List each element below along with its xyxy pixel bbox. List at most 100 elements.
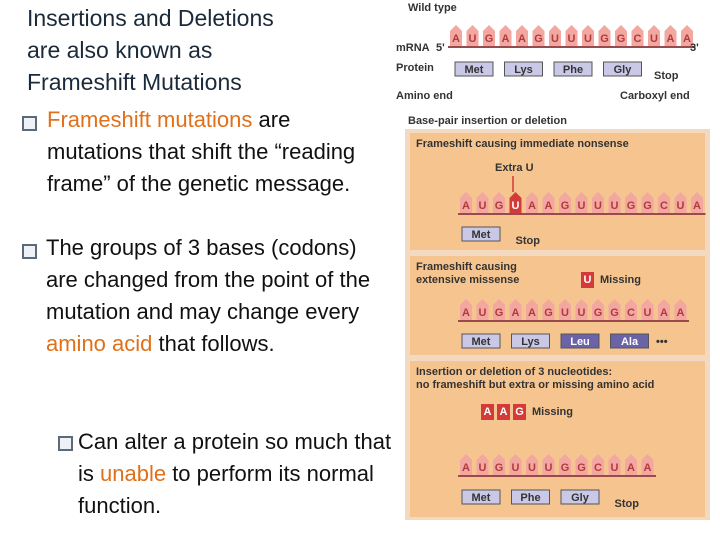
- base-tooth: [625, 192, 637, 213]
- amino-acid: Lys: [514, 64, 533, 76]
- base-tooth: [691, 192, 703, 213]
- base: U: [568, 33, 576, 45]
- base-tooth: [542, 192, 555, 213]
- base: G: [495, 462, 504, 474]
- changed-base: [481, 404, 494, 420]
- base-tooth: [526, 454, 538, 475]
- base: C: [627, 307, 635, 319]
- panel-title: no frameshift but extra or missing amino…: [416, 379, 654, 391]
- base-tooth: [509, 454, 522, 475]
- base: A: [545, 200, 553, 212]
- base-tooth: [674, 192, 687, 213]
- base: U: [561, 307, 569, 319]
- panel: [410, 361, 705, 517]
- amino-acid: Ala: [621, 336, 639, 348]
- base: U: [528, 462, 536, 474]
- base: A: [502, 33, 510, 45]
- base-tooth: [674, 299, 687, 320]
- bullet: The groups of 3 bases (codons) are chang…: [46, 232, 386, 360]
- base-tooth: [641, 192, 654, 213]
- panel-title: extensive missense: [416, 274, 519, 286]
- amino-acid: Lys: [521, 336, 540, 348]
- text-segment: that follows.: [152, 331, 275, 356]
- text-segment: to perform its normal function.: [78, 461, 374, 518]
- panel-title: Frameshift causing: [416, 261, 517, 273]
- base: A: [462, 462, 470, 474]
- base: U: [512, 200, 520, 212]
- base-tooth: [615, 25, 627, 46]
- base: C: [594, 462, 602, 474]
- label: mRNA: [396, 42, 430, 54]
- amino-acid-box: [511, 489, 550, 505]
- title-line: are also known as: [27, 37, 213, 63]
- base-tooth: [516, 25, 528, 46]
- changed-base-label: A: [484, 406, 492, 418]
- base: U: [479, 307, 487, 319]
- base-tooth: [549, 25, 561, 46]
- base: G: [485, 33, 494, 45]
- base-tooth: [526, 192, 538, 213]
- base-tooth: [450, 25, 462, 46]
- base-tooth: [532, 25, 545, 46]
- base-tooth: [658, 299, 670, 320]
- continuation: •••: [656, 336, 668, 348]
- label: Base-pair insertion or deletion: [408, 115, 567, 127]
- base-tooth: [526, 299, 538, 320]
- base-tooth: [559, 299, 571, 320]
- amino-acid-box: [560, 489, 600, 505]
- base: A: [644, 462, 652, 474]
- base: G: [561, 200, 570, 212]
- base: G: [610, 307, 619, 319]
- stop: Stop: [516, 235, 541, 247]
- base-tooth: [608, 454, 621, 475]
- base: A: [512, 307, 520, 319]
- text-segment: amino acid: [46, 331, 153, 356]
- base: U: [677, 200, 685, 212]
- base: G: [600, 33, 609, 45]
- base-tooth: [460, 192, 472, 213]
- amino-acid-box: [504, 61, 543, 77]
- base: A: [452, 33, 460, 45]
- bullet-marker: [22, 244, 37, 259]
- change-label: Missing: [600, 274, 641, 286]
- changed-base: [581, 272, 594, 288]
- slide-title: Insertions and Deletions are also known …: [27, 2, 274, 98]
- base: A: [693, 200, 701, 212]
- base: U: [611, 462, 619, 474]
- label: 5': [436, 42, 445, 54]
- base-tooth: [476, 192, 489, 213]
- amino-acid: Met: [465, 64, 484, 76]
- base: G: [534, 33, 543, 45]
- amino-acid: Leu: [570, 336, 590, 348]
- base: A: [627, 462, 635, 474]
- base: U: [650, 33, 658, 45]
- changed-base-label: U: [584, 274, 592, 286]
- base: G: [627, 200, 636, 212]
- base: G: [643, 200, 652, 212]
- base: U: [545, 462, 553, 474]
- text-segment: Frameshift mutations: [47, 107, 253, 132]
- base: A: [518, 33, 526, 45]
- base-tooth: [559, 192, 571, 213]
- panel-title: Insertion or deletion of 3 nucleotides:: [416, 366, 612, 378]
- base-tooth: [641, 299, 654, 320]
- text-segment: Can alter a protein so much that is: [78, 429, 392, 486]
- base: U: [644, 307, 652, 319]
- base: U: [611, 200, 619, 212]
- base-tooth: [575, 299, 588, 320]
- base: A: [683, 33, 691, 45]
- text-segment: The groups of 3 bases (codons) are chang…: [46, 235, 371, 324]
- amino-acid-box: [454, 61, 494, 77]
- base: U: [578, 307, 586, 319]
- amino-acid-box: [610, 333, 649, 349]
- label: Carboxyl end: [620, 90, 690, 102]
- change-label: Missing: [532, 406, 573, 418]
- base: G: [577, 462, 586, 474]
- changed-base-label: G: [515, 406, 524, 418]
- base: U: [594, 200, 602, 212]
- changed-base: [513, 404, 526, 420]
- sub-bullet: Can alter a protein so much that is unab…: [78, 426, 398, 522]
- amino-acid: Met: [472, 229, 491, 241]
